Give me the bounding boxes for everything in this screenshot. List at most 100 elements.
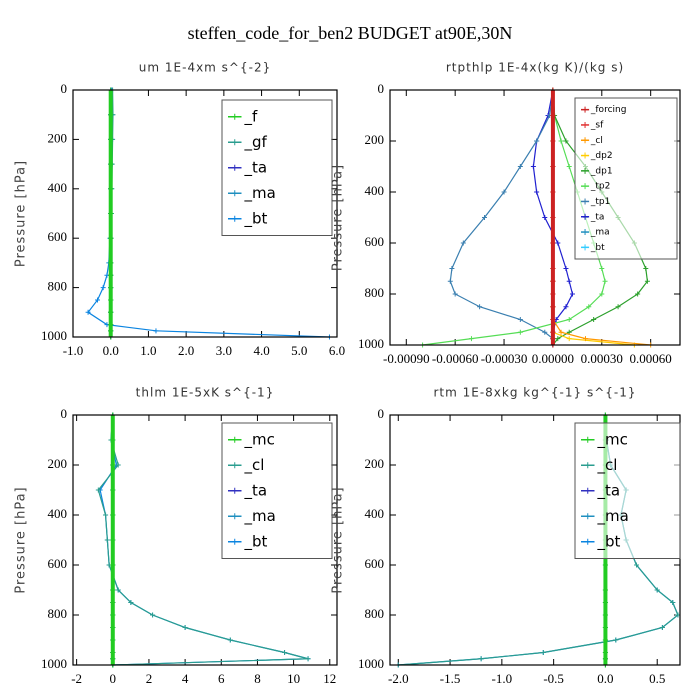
x-tick-label: 1.0 <box>140 343 156 358</box>
x-tick-label: 10 <box>287 671 300 686</box>
plot-frame <box>389 89 681 346</box>
series-marker <box>591 317 597 322</box>
y-tick-label: 200 <box>48 456 68 471</box>
series-marker <box>599 291 605 297</box>
legend-marker <box>231 436 238 443</box>
series-marker <box>517 164 523 169</box>
series-marker <box>602 278 608 284</box>
x-tick-label: 0.00030 <box>581 351 623 366</box>
y-tick-label: 0 <box>61 406 68 421</box>
legend-label: _tp1 <box>590 197 610 207</box>
legend-marker <box>584 487 591 494</box>
legend-label: _cl <box>590 136 603 146</box>
series-marker <box>643 266 649 271</box>
legend-label: _bt <box>244 532 268 551</box>
series-marker <box>550 336 556 342</box>
series-marker <box>110 587 116 593</box>
panel: thlm 1E-5xK s^{-1} Pressure [hPa] 0 200 400 6… <box>14 386 338 686</box>
series-marker <box>104 537 110 543</box>
series-marker <box>517 317 523 322</box>
series-marker <box>115 587 121 593</box>
x-tick-label: 2.0 <box>178 343 194 358</box>
series-marker <box>558 329 564 335</box>
y-tick-label: 600 <box>365 234 385 249</box>
series-marker <box>550 266 556 271</box>
series-marker <box>615 304 621 310</box>
legend-label: _mc <box>244 430 275 449</box>
y-tick-label: 800 <box>48 606 68 621</box>
legend-label: _ma <box>597 507 629 526</box>
series-marker <box>110 562 116 568</box>
series-marker <box>555 240 561 246</box>
series-marker <box>449 266 455 271</box>
series-marker <box>468 336 474 342</box>
figure-title: steffen_code_for_ben2 BUDGET at90E,30N <box>188 23 513 43</box>
legend-marker <box>231 190 238 197</box>
series-marker <box>501 189 507 195</box>
series-marker <box>108 260 114 266</box>
x-tick-label: -0.5 <box>543 671 564 686</box>
series-marker <box>108 161 114 167</box>
series-marker <box>602 600 608 605</box>
legend-marker <box>231 513 238 520</box>
series-marker <box>654 587 660 593</box>
series-marker <box>569 291 575 297</box>
series-marker <box>602 587 608 593</box>
x-tick-label: -0.00030 <box>481 351 528 366</box>
x-tick-label: -0.00090 <box>383 351 430 366</box>
series-marker <box>550 215 556 220</box>
series-marker <box>550 329 556 335</box>
series-marker <box>542 215 548 220</box>
panel-title: thlm 1E-5xK s^{-1} <box>136 386 275 400</box>
series-marker <box>583 336 589 342</box>
x-tick-label: -0.00060 <box>432 351 479 366</box>
series-marker <box>95 487 101 493</box>
series-marker <box>108 297 114 303</box>
legend-box <box>574 97 678 260</box>
legend-marker <box>582 198 589 205</box>
series-marker <box>540 650 546 655</box>
y-tick-label: 800 <box>365 606 385 621</box>
series-marker <box>95 297 101 303</box>
series-marker <box>563 138 569 144</box>
series-marker <box>566 164 572 169</box>
series-marker <box>602 562 608 568</box>
x-tick-label: -1.0 <box>492 671 513 686</box>
panel-title: um 1E-4xm s^{-2} <box>139 61 271 75</box>
x-tick-label: 0.0 <box>103 343 119 358</box>
series-marker <box>150 612 156 618</box>
series-marker <box>282 650 288 655</box>
legend-label: _gf <box>244 133 268 152</box>
series-marker <box>447 278 453 284</box>
legend-label: _sf <box>590 120 604 130</box>
x-tick-label: 6 <box>218 671 225 686</box>
y-axis-label: Pressure [hPa] <box>14 486 29 593</box>
legend-marker <box>584 538 591 545</box>
series-marker <box>478 656 484 662</box>
legend-label: _forcing <box>590 105 627 115</box>
legend-label: _ma <box>244 507 276 526</box>
y-tick-label: 1000 <box>41 328 67 343</box>
series-marker <box>602 650 608 655</box>
series-marker <box>599 266 605 271</box>
panel-title: rtm 1E-8xkg kg^{-1} s^{-1} <box>433 386 636 400</box>
series-marker <box>108 309 114 315</box>
plot-frame <box>72 414 338 666</box>
panel: rtpthlp 1E-4x(kg K)/(kg s) Pressure [hPa]… <box>331 61 681 366</box>
series-marker <box>586 304 592 310</box>
x-tick-label: -1.0 <box>63 343 84 358</box>
y-tick-label: 800 <box>48 279 68 294</box>
series-marker <box>108 322 114 328</box>
y-tick-label: 800 <box>365 285 385 300</box>
series-marker <box>550 113 556 118</box>
x-tick-label: 0.00000 <box>532 351 574 366</box>
series-marker <box>110 637 116 643</box>
series-marker <box>115 462 121 468</box>
legend-marker <box>582 106 589 113</box>
x-tick-label: 4 <box>182 671 189 686</box>
series-marker <box>558 138 564 144</box>
y-tick-label: 0 <box>378 406 385 421</box>
series-marker <box>128 600 134 605</box>
series-marker <box>566 317 572 322</box>
